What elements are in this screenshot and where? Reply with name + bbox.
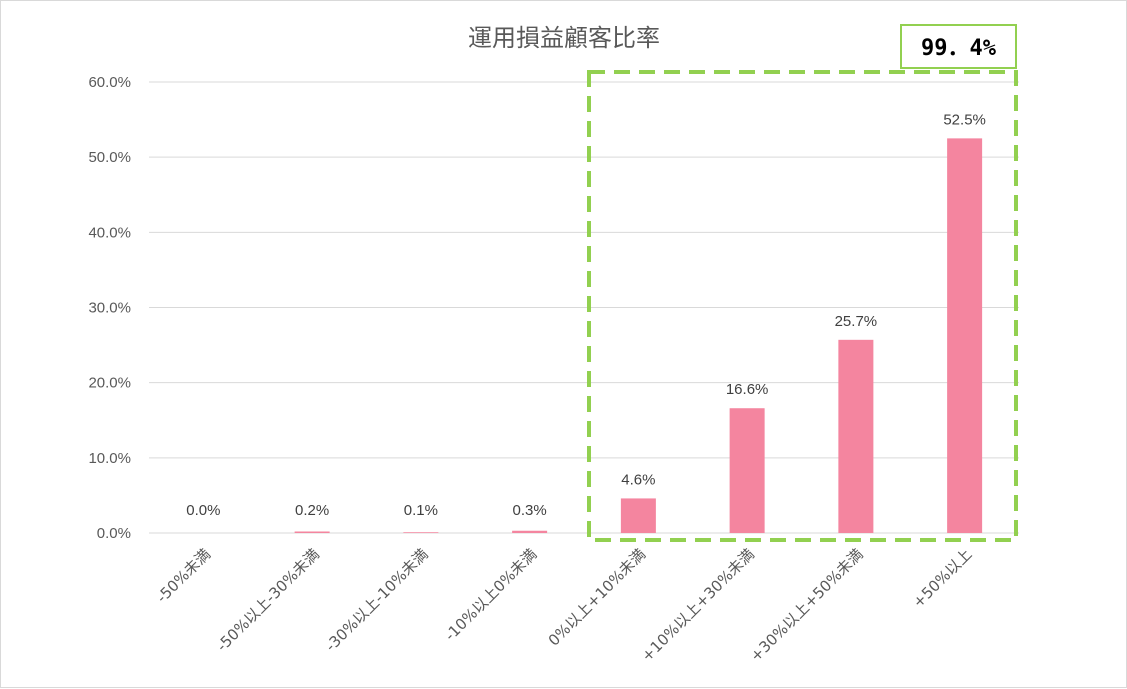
- x-tick-label: +50%以上: [909, 545, 975, 611]
- chart-title: 運用損益顧客比率: [468, 24, 660, 52]
- data-label: 0.3%: [513, 502, 547, 519]
- data-label: 16.6%: [726, 381, 769, 398]
- bar: [838, 339, 874, 533]
- data-label: 52.5%: [943, 111, 986, 128]
- bar: [403, 532, 439, 533]
- highlight-callout-box: [900, 24, 1017, 69]
- x-tick-label: -30%以上-10%未満: [322, 545, 432, 655]
- x-tick-label: -50%未満: [153, 545, 214, 606]
- y-tick-label: 60.0%: [88, 74, 131, 91]
- highlight-box: [587, 70, 1018, 542]
- bar-layer: [294, 138, 983, 533]
- data-label: 0.2%: [295, 502, 329, 519]
- highlight-layer: 99．4%: [587, 24, 1018, 542]
- data-label: 0.1%: [404, 502, 438, 519]
- data-label: 25.7%: [835, 313, 878, 330]
- grid-layer: [149, 81, 1019, 534]
- y-tick-label: 50.0%: [88, 149, 131, 166]
- bar: [294, 531, 330, 533]
- y-tick-label: 30.0%: [88, 300, 131, 317]
- data-label-layer: 0.0% 0.2% 0.1% 0.3% 4.6% 16.6% 25.7% 52.5%: [186, 111, 986, 519]
- bar: [947, 138, 983, 533]
- data-label: 0.0%: [186, 502, 220, 519]
- x-tick-label: -10%以上0%未満: [441, 545, 540, 644]
- y-axis-labels: 0.0% 10.0% 20.0% 30.0% 40.0% 50.0% 60.0%: [88, 74, 131, 542]
- bar: [620, 498, 656, 533]
- x-tick-label: +30%以上+50%未満: [747, 545, 867, 665]
- x-tick-label: -50%以上-30%未満: [213, 545, 323, 655]
- y-tick-label: 0.0%: [97, 525, 131, 542]
- x-tick-label: +10%以上+30%未満: [638, 545, 758, 665]
- bar: [512, 530, 548, 533]
- bar: [729, 408, 765, 533]
- x-axis-labels: -50%未満-50%以上-30%未満-30%以上-10%未満 -10%以上0%未満…: [153, 545, 976, 665]
- y-tick-label: 10.0%: [88, 450, 131, 467]
- y-tick-label: 20.0%: [88, 375, 131, 392]
- y-tick-label: 40.0%: [88, 224, 131, 241]
- x-tick-label: 0%以上+10%未満: [545, 545, 649, 649]
- data-label: 4.6%: [621, 471, 655, 488]
- highlight-callout-text: 99．4%: [921, 36, 997, 61]
